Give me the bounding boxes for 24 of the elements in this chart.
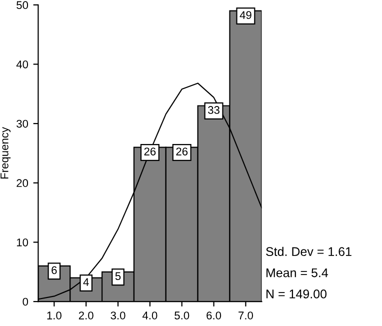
x-tick-label: 6.0 (206, 312, 222, 320)
y-tick-label: 30 (16, 120, 28, 128)
x-tick-label: 3.0 (110, 312, 126, 320)
y-tick-label: 50 (16, 1, 28, 10)
y-tick-label: 0 (22, 298, 28, 306)
data-label: 49 (240, 11, 252, 19)
text: N = 149.00 (266, 290, 327, 298)
data-label: 26 (176, 148, 188, 156)
x-tick-label: 7.0 (238, 312, 253, 320)
x-tick-label: 5.0 (174, 312, 190, 320)
y-tick-label: 40 (16, 60, 28, 68)
y-tick-label: 20 (16, 179, 28, 188)
data-label: 33 (208, 106, 220, 114)
x-tick-label: 2.0 (78, 312, 94, 320)
y-tick-label: 10 (16, 238, 28, 246)
data-label: 5 (115, 272, 121, 280)
y-axis-title: Frequency (0, 126, 11, 179)
text: Mean = 5.4 (266, 268, 328, 278)
data-label: 4 (83, 278, 89, 286)
text: Std. Dev = 1.61 (266, 246, 352, 256)
data-label: 26 (144, 148, 156, 156)
x-tick-label: 1.0 (47, 312, 62, 320)
data-label: 6 (52, 266, 57, 274)
x-tick-label: 4.0 (142, 312, 158, 320)
